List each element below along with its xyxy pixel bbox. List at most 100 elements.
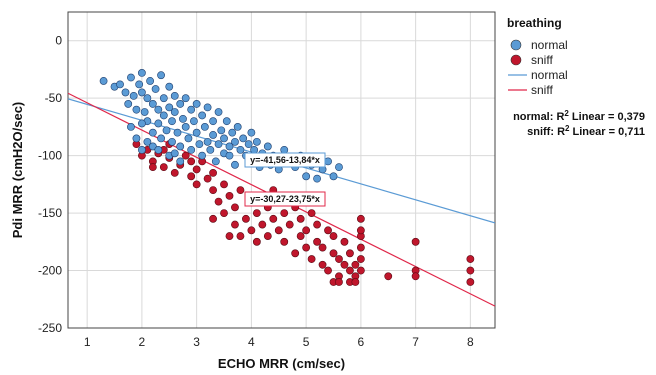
point-normal xyxy=(231,160,239,169)
point-sniff xyxy=(148,163,157,172)
point-normal xyxy=(329,172,338,181)
point-sniff xyxy=(466,278,475,286)
y-tick-label: -100 xyxy=(38,149,62,163)
y-tick-label: -250 xyxy=(38,321,62,335)
point-sniff xyxy=(356,226,365,235)
point-normal xyxy=(116,80,124,89)
point-normal xyxy=(225,142,234,151)
point-normal xyxy=(138,145,146,154)
legend-marker-normal xyxy=(510,39,522,51)
point-sniff xyxy=(192,180,201,189)
legend-label: sniff xyxy=(531,53,553,67)
point-normal xyxy=(222,117,231,126)
point-sniff xyxy=(159,163,168,172)
point-normal xyxy=(165,103,174,112)
point-normal xyxy=(280,145,289,154)
point-normal xyxy=(239,134,248,143)
point-normal xyxy=(190,117,198,126)
point-normal xyxy=(203,137,212,146)
point-normal xyxy=(165,82,174,91)
point-normal xyxy=(148,142,157,151)
point-normal xyxy=(195,140,204,149)
point-normal xyxy=(132,105,141,114)
point-sniff xyxy=(411,272,420,281)
point-normal xyxy=(192,128,201,137)
point-sniff xyxy=(274,226,283,235)
legend-label: sniff xyxy=(531,83,553,97)
point-sniff xyxy=(225,191,234,200)
point-normal xyxy=(151,85,160,93)
point-normal xyxy=(132,134,141,143)
point-sniff xyxy=(170,168,179,177)
point-sniff xyxy=(346,249,354,258)
fit-equation-sniff: y=-30,27-23,75*x xyxy=(250,194,320,204)
point-sniff xyxy=(280,237,289,246)
point-sniff xyxy=(220,180,228,189)
point-normal xyxy=(146,77,155,85)
point-sniff xyxy=(252,209,261,217)
point-normal xyxy=(157,134,165,143)
point-sniff xyxy=(335,255,343,263)
x-tick-label: 3 xyxy=(193,335,200,349)
x-axis-title: ECHO MRR (cm/sec) xyxy=(218,356,345,371)
point-normal xyxy=(203,103,212,112)
r2-label: sniff: R2 Linear = 0,711 xyxy=(527,124,645,138)
point-sniff xyxy=(181,151,190,160)
point-sniff xyxy=(209,168,217,177)
point-normal xyxy=(170,149,179,158)
point-sniff xyxy=(225,232,234,240)
x-tick-label: 1 xyxy=(84,335,91,349)
y-tick-label: -50 xyxy=(45,91,63,105)
point-sniff xyxy=(313,237,321,246)
point-normal xyxy=(200,123,209,131)
point-sniff xyxy=(258,220,267,229)
y-axis-title: Pdi MRR (cmH2O/sec) xyxy=(10,102,25,239)
point-normal xyxy=(206,145,215,154)
point-normal xyxy=(121,88,130,97)
x-tick-label: 7 xyxy=(412,335,419,349)
x-tick-label: 4 xyxy=(248,335,255,349)
point-normal xyxy=(138,119,146,128)
point-normal xyxy=(233,123,242,131)
point-normal xyxy=(176,157,185,166)
point-normal xyxy=(138,88,146,97)
point-normal xyxy=(154,145,163,154)
point-sniff xyxy=(351,278,360,286)
point-sniff xyxy=(340,237,349,246)
point-normal xyxy=(247,128,256,137)
point-normal xyxy=(228,128,237,137)
point-normal xyxy=(148,128,157,137)
point-normal xyxy=(187,105,196,114)
point-normal xyxy=(198,111,207,120)
point-sniff xyxy=(318,243,327,252)
point-sniff xyxy=(466,255,475,263)
point-normal xyxy=(99,77,108,85)
point-sniff xyxy=(236,186,245,195)
point-sniff xyxy=(356,255,365,263)
point-sniff xyxy=(209,186,217,195)
r2-label: normal: R2 Linear = 0,379 xyxy=(513,109,645,123)
y-axis-ticks: 0 -50 -100 -150 -200 -250 xyxy=(38,34,62,335)
point-normal xyxy=(170,108,179,116)
point-normal xyxy=(176,142,185,151)
point-sniff xyxy=(214,197,223,206)
point-sniff xyxy=(296,214,305,223)
x-tick-label: 2 xyxy=(139,335,146,349)
point-sniff xyxy=(302,226,311,235)
point-sniff xyxy=(263,232,272,240)
point-normal xyxy=(140,108,149,116)
point-sniff xyxy=(307,209,316,217)
point-sniff xyxy=(307,255,316,263)
point-normal xyxy=(231,137,239,146)
point-sniff xyxy=(231,203,239,212)
point-sniff xyxy=(302,243,311,252)
point-normal xyxy=(127,73,135,82)
point-normal xyxy=(220,134,228,143)
point-normal xyxy=(154,105,163,114)
point-sniff xyxy=(231,220,239,229)
legend-label: normal xyxy=(531,38,568,52)
point-normal xyxy=(127,123,135,131)
point-sniff xyxy=(291,249,300,258)
point-sniff xyxy=(209,214,217,223)
